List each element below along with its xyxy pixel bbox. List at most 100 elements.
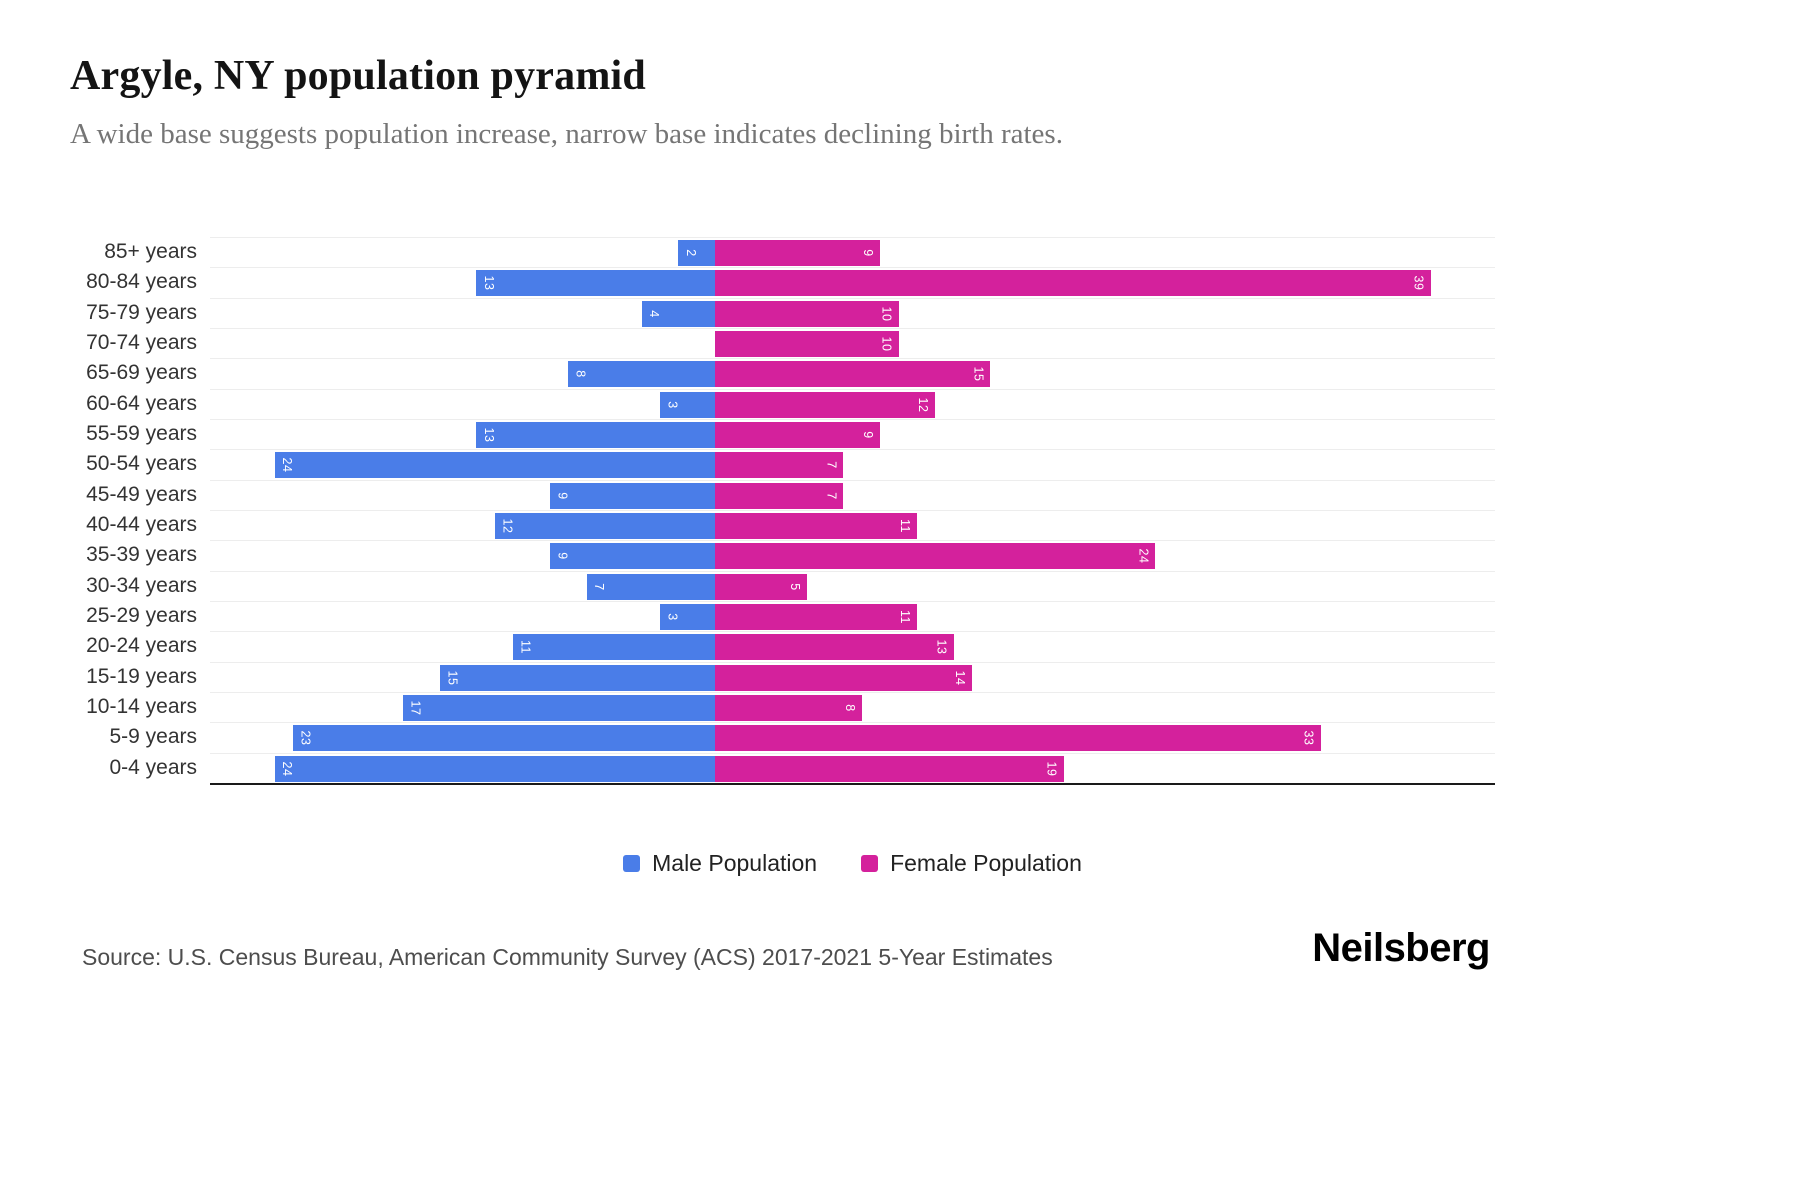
bar-value-label: 10	[879, 336, 894, 352]
age-group-label: 75-79 years	[86, 300, 197, 324]
male-bar[interactable]: 3	[659, 603, 715, 630]
pyramid-row: 30-34 years 7 5	[70, 570, 1495, 601]
bar-value-label: 39	[1411, 275, 1426, 291]
female-bar[interactable]: 39	[715, 270, 1431, 297]
plot-row: 3 11	[210, 600, 1495, 631]
bar-value-label: 7	[824, 461, 839, 470]
male-bar[interactable]: 9	[549, 543, 715, 570]
plot-row: 15 14	[210, 661, 1495, 692]
female-bar[interactable]: 8	[715, 694, 862, 721]
legend-item-male[interactable]: Male Population	[623, 850, 817, 877]
bar-value-label: 9	[555, 491, 570, 500]
bar-value-label: 24	[280, 761, 295, 777]
bar-value-label: 3	[665, 613, 680, 621]
pyramid-row: 25-29 years 3 11	[70, 600, 1495, 631]
female-bar[interactable]: 9	[715, 240, 881, 266]
bar-value-label: 9	[555, 552, 570, 561]
male-bar[interactable]: 17	[403, 694, 715, 721]
male-bar[interactable]: 12	[494, 512, 715, 539]
plot-row: 4 10	[210, 297, 1495, 328]
bar-value-label: 8	[842, 704, 857, 712]
female-bar[interactable]: 14	[715, 664, 972, 691]
plot-row: 23 33	[210, 722, 1495, 752]
female-bar[interactable]: 5	[715, 573, 807, 600]
male-bar[interactable]: 11	[513, 634, 715, 661]
bar-value-label: 11	[897, 518, 912, 533]
bar-value-label: 33	[1301, 730, 1316, 746]
pyramid-row: 35-39 years 9 24	[70, 540, 1495, 570]
female-bar[interactable]: 7	[715, 482, 844, 509]
pyramid-row: 55-59 years 13 9	[70, 418, 1495, 449]
male-bar[interactable]: 4	[641, 300, 715, 327]
female-bar[interactable]: 10	[715, 300, 899, 327]
age-group-label: 65-69 years	[86, 361, 197, 385]
plot-row: 13 39	[210, 267, 1495, 297]
bar-value-label: 23	[298, 730, 313, 746]
plot-row: 3 12	[210, 388, 1495, 419]
female-bar[interactable]: 10	[715, 330, 899, 357]
female-legend-swatch-icon	[861, 855, 879, 872]
age-group-label: 85+ years	[104, 240, 197, 264]
chart-subtitle: A wide base suggests population increase…	[70, 118, 1063, 150]
bar-value-label: 24	[1136, 548, 1151, 564]
female-bar[interactable]: 13	[715, 634, 954, 661]
male-bar[interactable]: 23	[292, 725, 715, 752]
age-group-label: 80-84 years	[86, 270, 197, 294]
female-bar[interactable]: 15	[715, 361, 991, 388]
female-bar[interactable]: 12	[715, 391, 936, 418]
bar-value-label: 24	[280, 457, 295, 473]
plot-row: 12 11	[210, 509, 1495, 540]
pyramid-row: 15-19 years 15 14	[70, 661, 1495, 692]
plot-row: 13 9	[210, 418, 1495, 449]
population-pyramid-chart: 85+ years 2 9 80-84 years 13 39 75-79 years 4 10…	[70, 237, 1495, 783]
male-bar[interactable]: 7	[586, 573, 715, 600]
female-bar[interactable]: 9	[715, 421, 881, 448]
pyramid-row: 70-74 years 10	[70, 327, 1495, 358]
age-group-label: 70-74 years	[86, 331, 197, 355]
x-axis-line	[210, 783, 1495, 785]
bar-value-label: 11	[518, 640, 533, 655]
legend-label-female: Female Population	[890, 850, 1082, 876]
neilsberg-logo: Neilsberg	[1312, 926, 1490, 970]
bar-value-label: 12	[916, 397, 931, 413]
age-group-label: 30-34 years	[86, 573, 197, 597]
male-bar[interactable]: 24	[274, 755, 715, 782]
male-bar[interactable]: 2	[678, 240, 715, 266]
bar-value-label: 5	[787, 582, 802, 591]
female-bar[interactable]: 33	[715, 725, 1321, 752]
plot-row: 10	[210, 327, 1495, 358]
male-bar[interactable]: 8	[568, 361, 715, 388]
male-bar[interactable]: 3	[659, 391, 715, 418]
female-bar[interactable]: 11	[715, 512, 917, 539]
male-bar[interactable]: 13	[476, 421, 715, 448]
plot-row: 24 7	[210, 449, 1495, 479]
pyramid-row: 45-49 years 9 7	[70, 479, 1495, 510]
plot-row: 24 19	[210, 752, 1495, 783]
bar-value-label: 2	[683, 249, 698, 257]
source-text: Source: U.S. Census Bureau, American Com…	[82, 944, 1053, 970]
bar-value-label: 19	[1044, 761, 1059, 777]
bar-value-label: 12	[500, 518, 515, 534]
bar-value-label: 8	[573, 370, 588, 379]
male-bar[interactable]: 24	[274, 452, 715, 479]
age-group-label: 0-4 years	[109, 755, 197, 779]
age-group-label: 35-39 years	[86, 543, 197, 567]
male-bar[interactable]: 15	[439, 664, 715, 691]
female-bar[interactable]: 11	[715, 603, 917, 630]
male-legend-swatch-icon	[623, 855, 641, 872]
pyramid-row: 75-79 years 4 10	[70, 297, 1495, 328]
female-bar[interactable]: 7	[715, 452, 844, 479]
pyramid-row: 0-4 years 24 19	[70, 752, 1495, 783]
male-bar[interactable]: 9	[549, 482, 715, 509]
plot-row: 11 13	[210, 631, 1495, 661]
bar-value-label: 4	[647, 309, 662, 318]
female-bar[interactable]: 19	[715, 755, 1064, 782]
male-bar[interactable]: 13	[476, 270, 715, 297]
legend-item-female[interactable]: Female Population	[861, 850, 1082, 877]
age-group-label: 60-64 years	[86, 391, 197, 415]
female-bar[interactable]: 24	[715, 543, 1156, 570]
